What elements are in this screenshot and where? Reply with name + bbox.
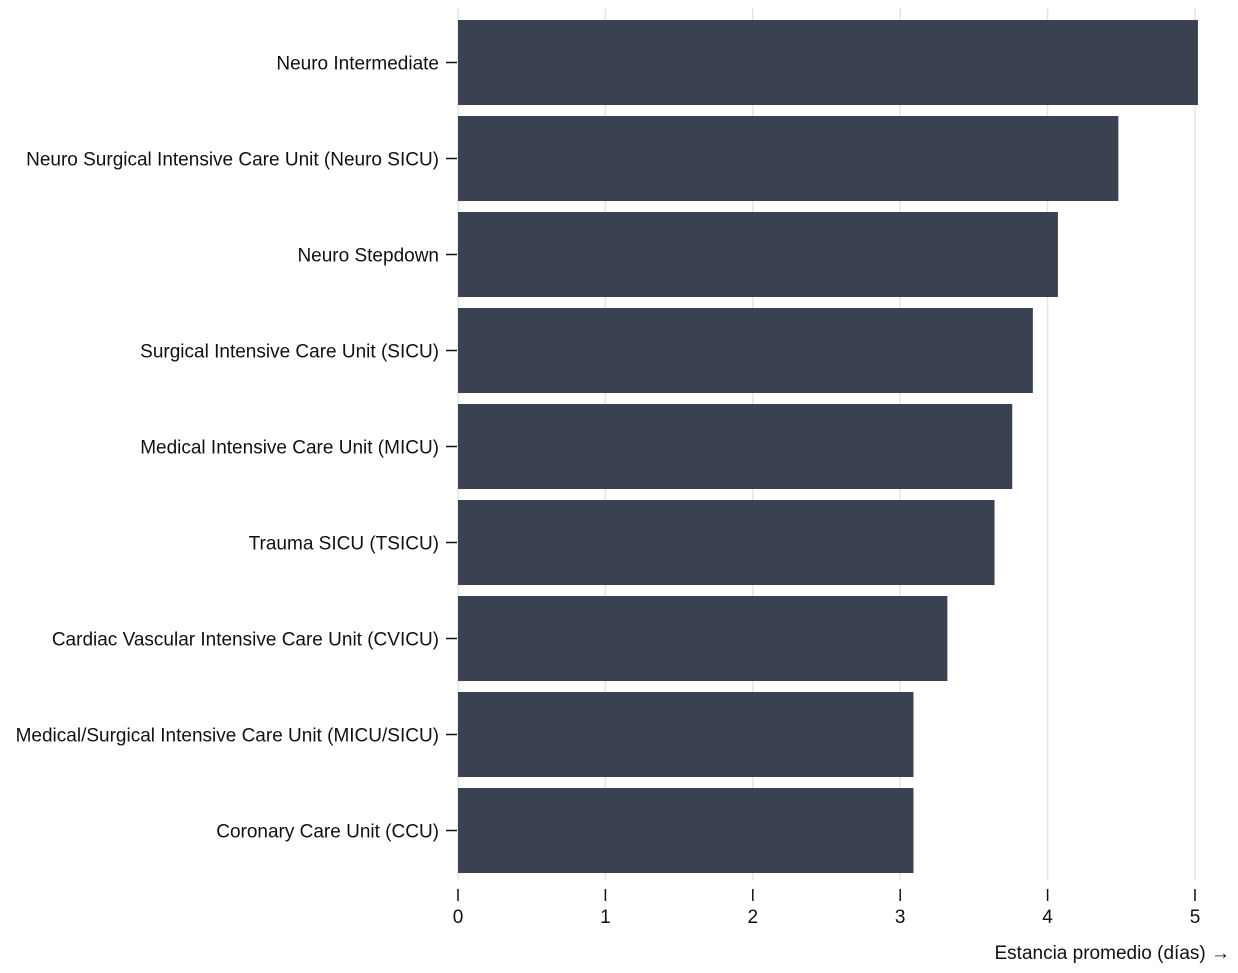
bar (458, 788, 914, 873)
bar (458, 116, 1119, 201)
bar (458, 20, 1198, 105)
bar (458, 308, 1033, 393)
x-tick-label: 3 (895, 907, 906, 928)
category-label: Neuro Surgical Intensive Care Unit (Neur… (26, 150, 439, 171)
category-label: Neuro Stepdown (297, 246, 439, 267)
x-tick-label: 2 (748, 907, 759, 928)
x-tick-label: 5 (1190, 907, 1201, 928)
category-label: Neuro Intermediate (276, 54, 439, 75)
bar (458, 692, 914, 777)
x-tick-label: 0 (453, 907, 464, 928)
x-tick-label: 1 (600, 907, 611, 928)
bar (458, 596, 948, 681)
category-label: Cardiac Vascular Intensive Care Unit (CV… (52, 630, 439, 651)
x-axis: 0 1 2 3 4 5 (453, 889, 1201, 928)
bar (458, 404, 1013, 489)
x-axis-label: Estancia promedio (días) → (995, 943, 1231, 964)
category-label: Medical/Surgical Intensive Care Unit (MI… (16, 726, 439, 747)
category-label: Coronary Care Unit (CCU) (216, 822, 439, 843)
bar (458, 212, 1058, 297)
category-label: Trauma SICU (TSICU) (249, 534, 439, 555)
bars (458, 20, 1198, 873)
category-label: Medical Intensive Care Unit (MICU) (140, 438, 439, 459)
y-axis: Neuro Intermediate Neuro Surgical Intensi… (16, 54, 457, 843)
x-tick-label: 4 (1042, 907, 1053, 928)
bar (458, 500, 995, 585)
category-label: Surgical Intensive Care Unit (SICU) (140, 342, 439, 363)
